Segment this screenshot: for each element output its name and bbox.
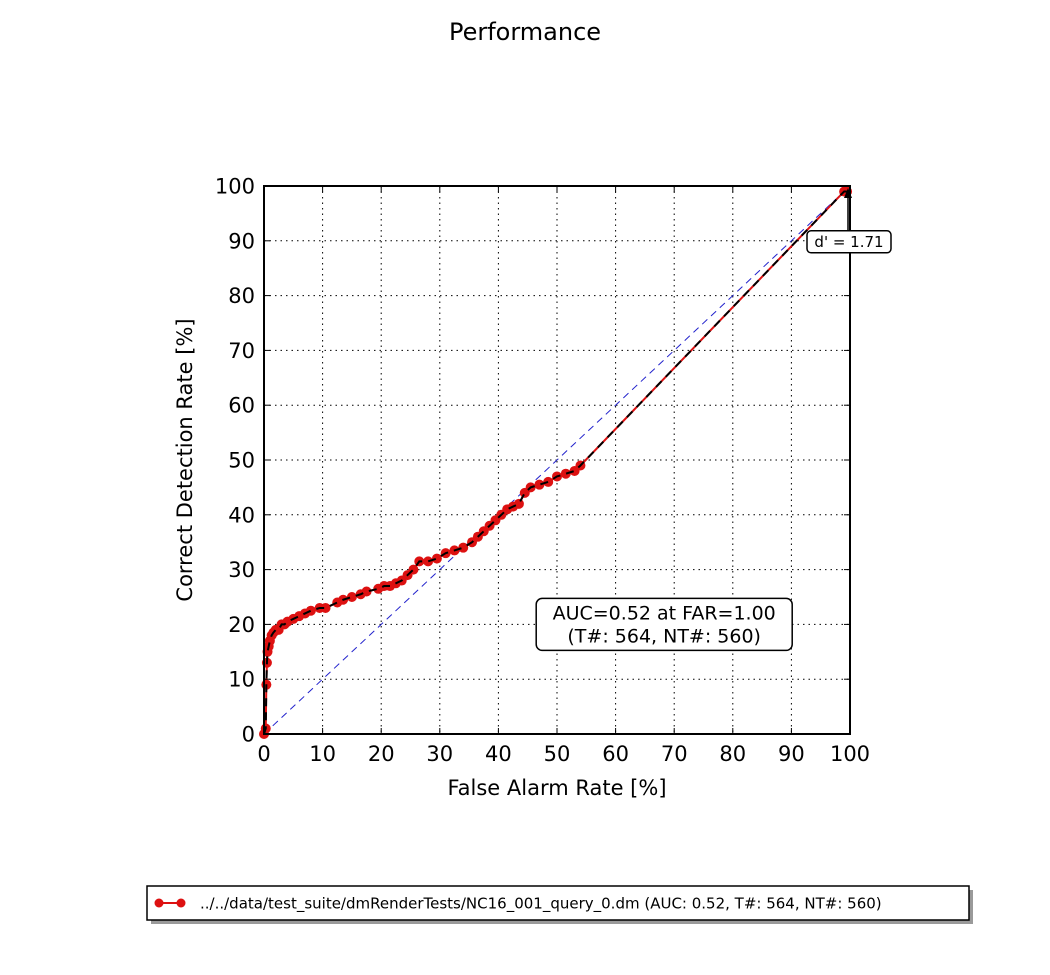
data-point [458,542,469,553]
y-tick-label: 40 [228,503,255,527]
dprime-arrow-head [844,188,852,198]
legend-entry-label: ../../data/test_suite/dmRenderTests/NC16… [200,895,882,914]
y-tick-label: 20 [228,613,255,637]
data-point [534,479,545,490]
data-point [346,592,357,602]
axis-ticks: 0 10 20 30 40 50 60 70 80 90 100 0 10 20 30 40 50 60 70 80 9… [215,175,870,767]
series-line-0 [263,190,848,735]
legend-marker-left [154,898,164,908]
data-point [431,553,442,564]
x-tick-label: 40 [485,742,512,766]
x-tick-label: 10 [309,742,336,766]
x-tick-label: 90 [778,742,805,766]
data-point [361,586,372,597]
x-tick-label: 0 [257,742,270,766]
y-tick-label: 30 [228,558,255,582]
x-tick-label: 70 [661,742,688,766]
x-tick-label: 30 [426,742,453,766]
y-tick-label: 100 [215,175,255,199]
y-tick-label: 80 [228,284,255,308]
dprime-label: d' = 1.71 [814,233,883,251]
x-tick-label: 50 [544,742,571,766]
chance-line [263,185,851,735]
y-tick-label: 60 [228,394,255,418]
x-tick-label: 60 [602,742,629,766]
x-tick-label: 100 [830,742,870,766]
series-overlay-line-0 [263,190,848,735]
y-tick-label: 0 [242,723,255,747]
auc-label-box [535,597,793,652]
data-point [543,476,554,487]
data-point [423,556,434,567]
y-tick-label: 70 [228,339,255,363]
x-tick-label: 80 [719,742,746,766]
legend-box [146,885,970,921]
annotations: d' = 1.71 AUC=0.52 at FAR=1.00(T#: 564, N… [535,188,892,652]
x-axis-label: False Alarm Rate [%] [447,776,666,800]
dprime-label-box [806,230,892,254]
auc-label-line-0: AUC=0.52 at FAR=1.00 [553,602,776,624]
auc-label-line-1: (T#: 564, NT#: 560) [567,625,761,647]
chart-title: Performance [449,18,601,46]
y-tick-label: 10 [228,668,255,692]
y-tick-label: 50 [228,449,255,473]
y-tick-label: 90 [228,229,255,253]
data-point [513,498,524,509]
y-axis-label: Correct Detection Rate [%] [173,318,197,601]
data-point [305,605,316,616]
x-tick-label: 20 [368,742,395,766]
legend-marker-right [176,898,186,908]
chance-diagonal-line [263,185,851,735]
data-point [320,602,331,613]
data-point [560,468,571,479]
